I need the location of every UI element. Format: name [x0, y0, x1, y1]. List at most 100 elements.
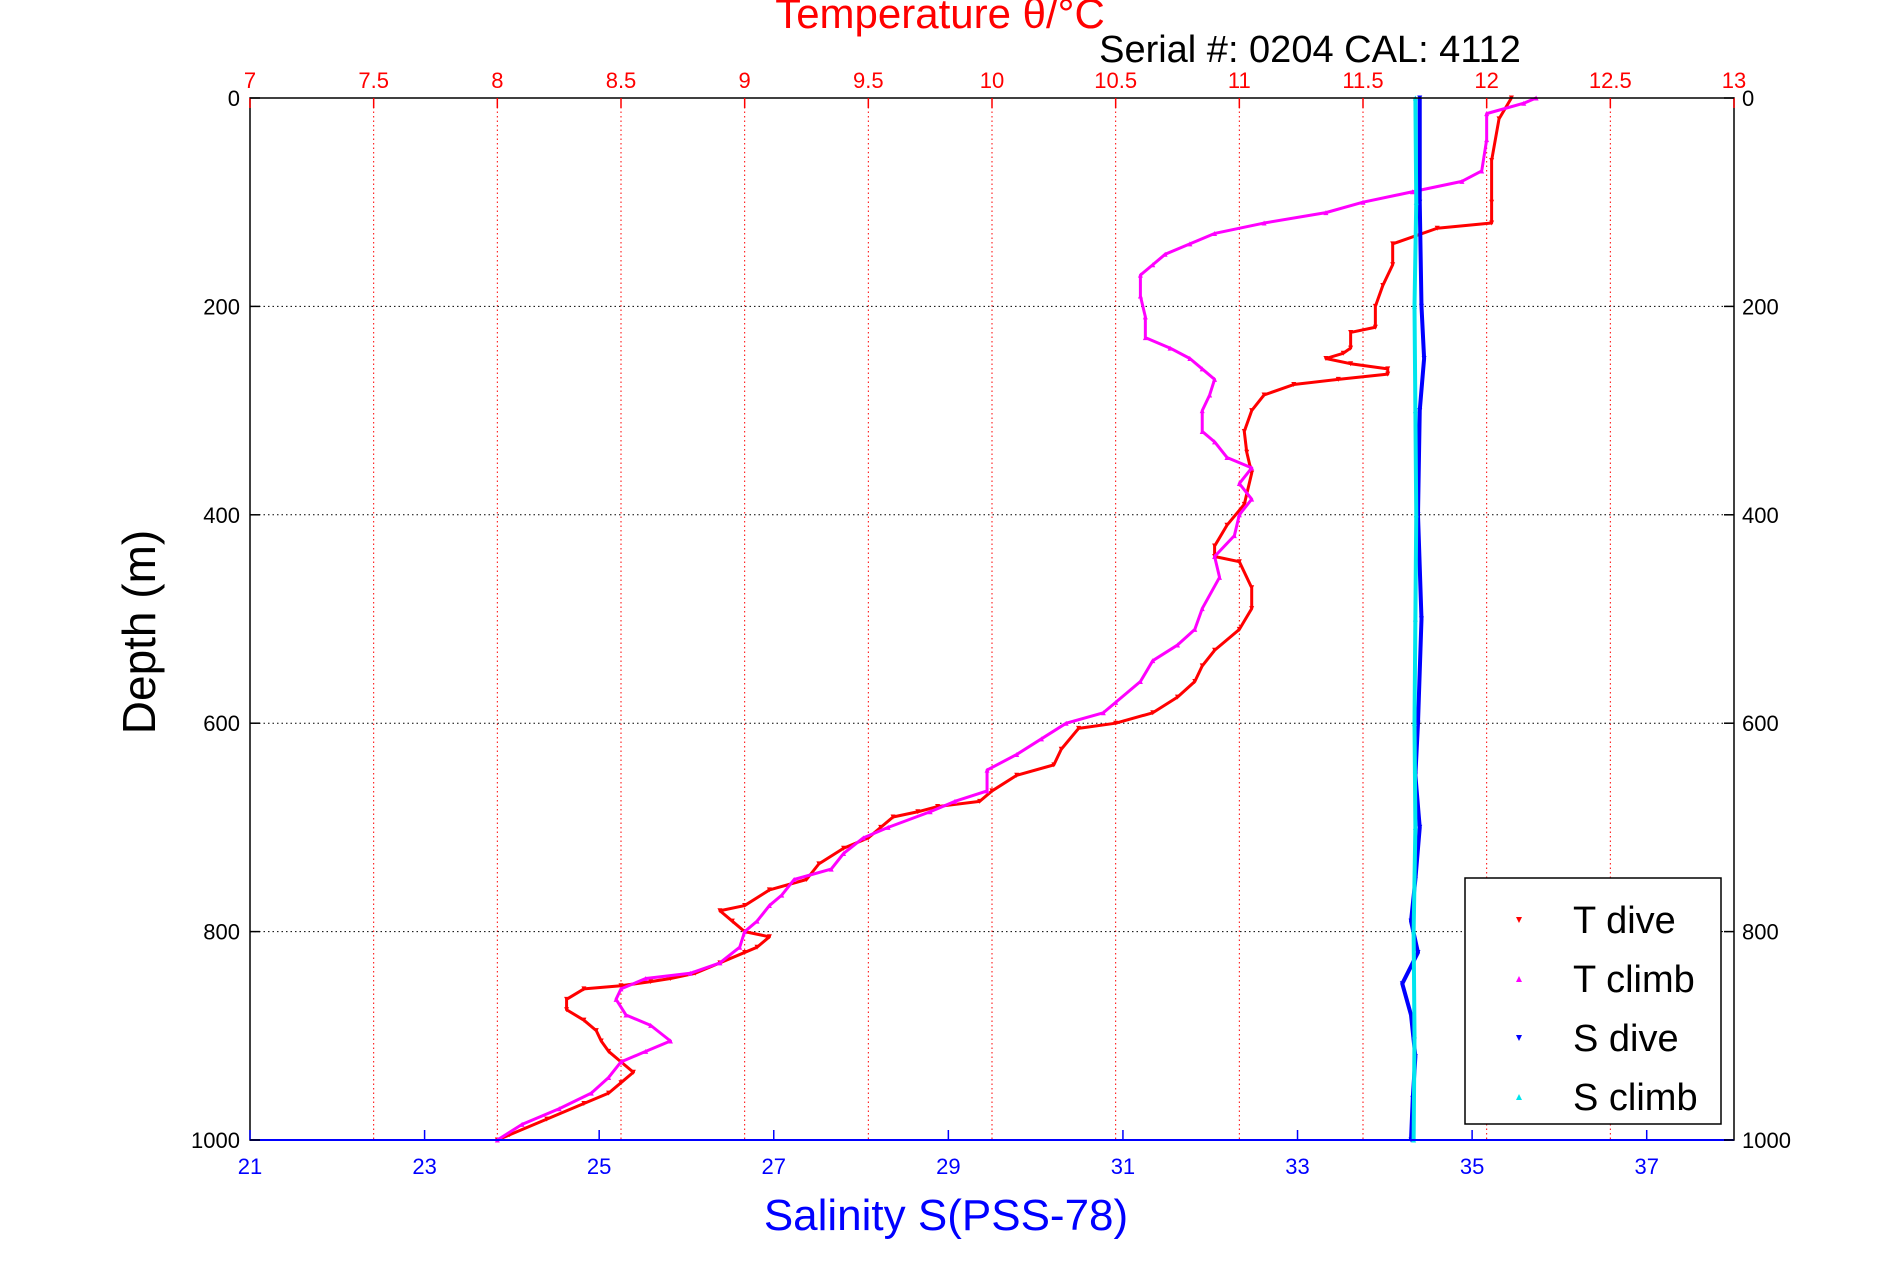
data-point [1199, 606, 1205, 612]
data-point [742, 949, 748, 955]
data-point [1484, 111, 1490, 117]
data-point [1207, 392, 1213, 398]
data-point [915, 809, 921, 815]
bottom-axis-tick-label: 23 [412, 1154, 436, 1179]
data-point [927, 809, 933, 815]
legend-marker [1516, 976, 1522, 982]
x-axis-label: Salinity S(PSS-78) [764, 1191, 1128, 1240]
data-point [564, 996, 570, 1002]
y-axis-label: Depth (m) [113, 530, 165, 734]
legend-label: S dive [1573, 1018, 1679, 1060]
data-point [878, 824, 884, 830]
data-point [1113, 720, 1119, 726]
data-point [729, 918, 735, 924]
data-point [556, 1106, 562, 1112]
data-point [687, 970, 693, 976]
data-point [1014, 772, 1020, 778]
data-point [1249, 606, 1255, 612]
data-point [581, 986, 587, 992]
data-point [1385, 366, 1391, 372]
data-point [1417, 199, 1423, 205]
data-point [779, 892, 785, 898]
data-point [989, 788, 995, 794]
data-point [890, 814, 896, 820]
data-point [618, 983, 624, 989]
data-point [1244, 449, 1250, 455]
data-point [791, 877, 797, 882]
data-point [1412, 616, 1418, 622]
data-point [1521, 100, 1527, 106]
data-point [841, 845, 847, 851]
data-point [1212, 439, 1218, 445]
data-point [1137, 272, 1143, 278]
data-point [984, 767, 990, 773]
data-point [885, 824, 891, 830]
chart-title: Temperature θ/°C [775, 0, 1105, 37]
data-point [1385, 371, 1391, 377]
data-point [1236, 481, 1242, 487]
data-point [1291, 382, 1297, 388]
data-point [717, 908, 723, 914]
left-axis-tick-label: 800 [203, 920, 240, 945]
data-point [1058, 746, 1064, 752]
top-axis-tick-label: 7 [244, 68, 256, 93]
data-point [1348, 361, 1354, 367]
data-point [1100, 710, 1106, 716]
data-point [737, 944, 743, 950]
data-point [1051, 762, 1057, 768]
data-point [1142, 335, 1148, 341]
data-point [1417, 408, 1423, 414]
legend-label: T climb [1573, 959, 1695, 1001]
data-point [1241, 501, 1247, 507]
data-point [1413, 199, 1419, 205]
bottom-axis-tick-label: 35 [1460, 1154, 1484, 1179]
data-point [618, 1080, 624, 1086]
data-point [1418, 303, 1424, 309]
data-point [754, 944, 760, 950]
data-point [1412, 824, 1418, 830]
data-point [841, 850, 847, 856]
legend: T dive T climb S dive S climb [1464, 877, 1722, 1125]
data-point [1489, 199, 1495, 205]
data-point [1413, 512, 1419, 518]
top-axis-ticks: 7 7.5 8 8.5 9 9.5 10 10.5 11 11.5 12 12.5 13 [244, 68, 1746, 108]
right-axis-tick-label: 600 [1742, 711, 1779, 736]
data-point [581, 1101, 587, 1107]
data-point [952, 798, 958, 804]
data-point [618, 986, 624, 992]
data-point [1241, 428, 1247, 434]
data-point [1390, 241, 1396, 247]
right-axis-tick-label: 1000 [1742, 1128, 1791, 1153]
data-point [606, 1074, 612, 1080]
bottom-axis-tick-label: 21 [238, 1154, 262, 1179]
data-point [1199, 408, 1205, 414]
data-point [1150, 262, 1156, 268]
data-point [1380, 283, 1386, 289]
data-point [1390, 262, 1396, 268]
legend-marker [1516, 1094, 1522, 1100]
data-point [935, 804, 941, 810]
bottom-axis-tick-label: 37 [1634, 1154, 1658, 1179]
legend-box [1464, 877, 1722, 1125]
data-point [1212, 230, 1218, 236]
left-axis-tick-label: 200 [203, 294, 240, 319]
data-point [667, 1038, 673, 1044]
bottom-axis-tick-label: 25 [587, 1154, 611, 1179]
data-point [816, 861, 822, 867]
data-point [648, 1022, 654, 1028]
top-axis-tick-label: 11 [1228, 68, 1251, 93]
data-point [1434, 225, 1440, 231]
top-axis-tick-label: 7.5 [358, 68, 389, 93]
data-point [1137, 679, 1143, 685]
data-point [1150, 658, 1156, 664]
data-point [1014, 751, 1020, 757]
data-point [606, 1090, 612, 1096]
left-axis-tick-label: 1000 [191, 1128, 240, 1153]
data-point [1150, 710, 1156, 716]
left-axis-ticks: 0 200 400 600 800 1000 [191, 86, 260, 1153]
data-point [1187, 356, 1193, 361]
data-point [1076, 725, 1082, 731]
data-point [1212, 553, 1218, 559]
data-point [1236, 626, 1242, 632]
bottom-axis-tick-label: 27 [762, 1154, 786, 1179]
